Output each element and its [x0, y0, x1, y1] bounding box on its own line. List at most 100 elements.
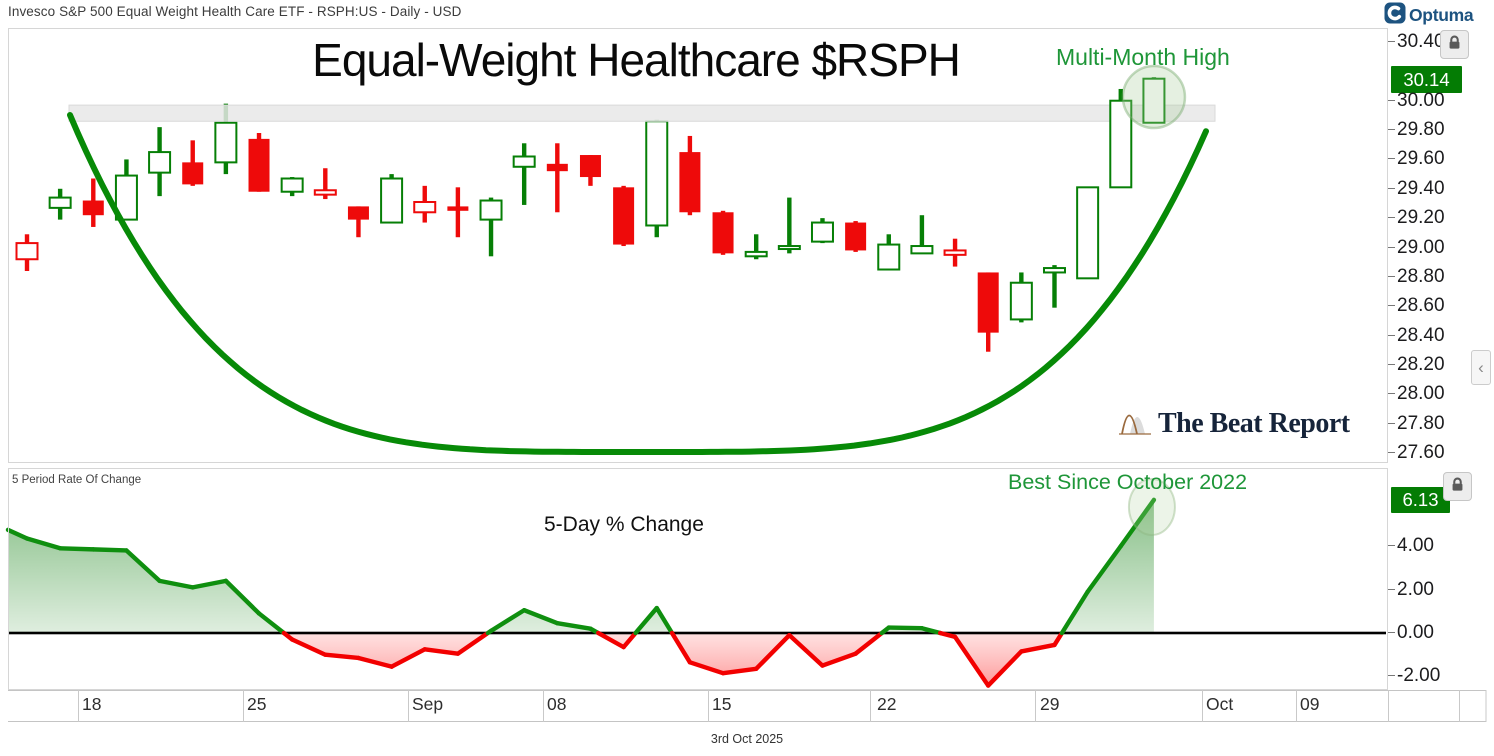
candle-body: [845, 222, 867, 251]
roc-line-segment: [596, 630, 626, 650]
candle-wick: [555, 143, 560, 213]
multi-month-high-annotation[interactable]: Multi-Month High: [1056, 44, 1230, 70]
date-axis-label: 18: [82, 694, 102, 714]
roc-line-segment: [356, 655, 394, 669]
price-axis[interactable]: 30.40 30.00 29.80 29.60 29.40 29.20 29.00 28.80…: [1388, 0, 1494, 470]
candle-wick: [521, 143, 527, 205]
candle-body: [910, 245, 934, 255]
candle-body: [82, 200, 104, 216]
date-axis-label: 25: [247, 694, 267, 714]
roc-line-segment: [753, 632, 792, 672]
roc-line-segment: [157, 578, 195, 590]
roc-line-segment: [1052, 630, 1065, 648]
price-axis-tick: 29.00: [1388, 237, 1494, 259]
last-bar-highlight-circle: [1121, 64, 1187, 130]
roc-line-segment: [91, 547, 129, 553]
candle-body: [214, 121, 238, 164]
price-axis-tick: 28.80: [1388, 266, 1494, 288]
price-axis-tick: 29.20: [1388, 207, 1494, 229]
collapse-axis-button[interactable]: ‹: [1471, 350, 1491, 385]
candle-wick: [919, 215, 925, 254]
roc-line-segment: [223, 578, 262, 616]
roc-positive-area: [8, 499, 1154, 633]
roc-line-segment: [687, 660, 726, 676]
roc-line-segment: [787, 632, 825, 668]
candle-body: [114, 174, 138, 221]
candle-body: [148, 151, 172, 174]
chevron-left-icon: ‹: [1478, 357, 1484, 377]
roc-highlight-circle: [1127, 478, 1176, 536]
candle-wick: [323, 168, 328, 200]
roc-line-segment: [24, 536, 63, 551]
price-panel-border: [8, 28, 1388, 463]
roc-center-label: 5-Day % Change: [544, 513, 704, 536]
price-axis-tick: 28.40: [1388, 325, 1494, 347]
date-axis-label: 29: [1040, 694, 1060, 714]
roc-line-segment: [1118, 497, 1157, 549]
roc-line-segment: [1019, 642, 1057, 654]
roc-line-segment: [488, 607, 527, 634]
roc-line-segment: [986, 649, 1024, 688]
optuma-icon: [1384, 2, 1406, 29]
roc-axis-tick: 4.00: [1388, 535, 1494, 557]
date-axis-label: 08: [547, 694, 567, 714]
candle-body: [777, 245, 801, 251]
roc-axis[interactable]: 4.00 2.00 0.00 -2.00: [1388, 0, 1494, 700]
roc-line-segment: [256, 611, 287, 636]
roc-line-segment: [937, 630, 958, 640]
roc-axis-tick: -2.00: [1388, 665, 1494, 687]
price-axis-tick: 27.80: [1388, 413, 1494, 435]
candle-body: [347, 206, 369, 220]
candle-wick: [356, 206, 361, 238]
roc-negative-area: [8, 633, 1154, 686]
roc-line-segment: [886, 625, 925, 631]
roc-indicator-label[interactable]: 5 Period Rate Of Change: [12, 474, 142, 486]
price-axis-tick: 29.60: [1388, 148, 1494, 170]
price-axis-tick: 29.40: [1388, 178, 1494, 200]
candle-body: [479, 199, 503, 221]
candle-body: [712, 212, 734, 254]
price-scale-lock-button[interactable]: [1440, 30, 1469, 59]
candle-body: [1009, 281, 1033, 321]
optuma-logo[interactable]: Optuma: [1384, 2, 1474, 29]
candle-body: [977, 272, 999, 333]
candle-body: [1042, 267, 1066, 274]
price-axis-tick: 28.00: [1388, 383, 1494, 405]
roc-line-segment: [422, 647, 461, 656]
resistance-band[interactable]: [68, 104, 1216, 122]
candle-body: [313, 189, 337, 196]
last-price-badge: 30.14: [1391, 66, 1462, 94]
roc-line-segment: [669, 630, 693, 665]
candle-wick: [455, 187, 461, 238]
roc-line-segment: [5, 527, 30, 541]
roc-line-segment: [654, 605, 675, 636]
roc-scale-lock-button[interactable]: [1443, 472, 1472, 501]
candle-body: [744, 250, 768, 258]
waveform-icon: [1118, 394, 1154, 441]
date-axis-label: 15: [712, 694, 732, 714]
roc-line-segment: [555, 621, 593, 631]
candle-body: [413, 200, 437, 214]
roc-line-segment: [521, 607, 560, 626]
roc-line-segment: [57, 546, 96, 552]
candle-body: [579, 155, 601, 178]
candle-body: [679, 152, 701, 213]
roc-last-value-badge: 6.13: [1391, 486, 1450, 513]
candle-body: [1142, 77, 1166, 124]
candle-body: [280, 177, 304, 193]
candle-wick: [488, 197, 494, 257]
candle-body: [943, 249, 967, 256]
roc-line-segment: [720, 666, 759, 676]
candle-body: [447, 206, 469, 211]
best-since-annotation[interactable]: Best Since October 2022: [1008, 470, 1248, 494]
candle-body: [248, 138, 270, 192]
roc-axis-tick: 0.00: [1388, 622, 1494, 644]
date-axis-label: Sep: [412, 694, 444, 714]
cup-pattern-annotation[interactable]: [67, 112, 1209, 455]
candle-body: [877, 243, 901, 271]
candle-body: [1109, 99, 1133, 189]
date-axis[interactable]: 18 25 Sep 08 15 22 29 Oct 09: [8, 690, 1486, 722]
candle-body: [380, 177, 404, 224]
candle-body: [1076, 186, 1100, 280]
